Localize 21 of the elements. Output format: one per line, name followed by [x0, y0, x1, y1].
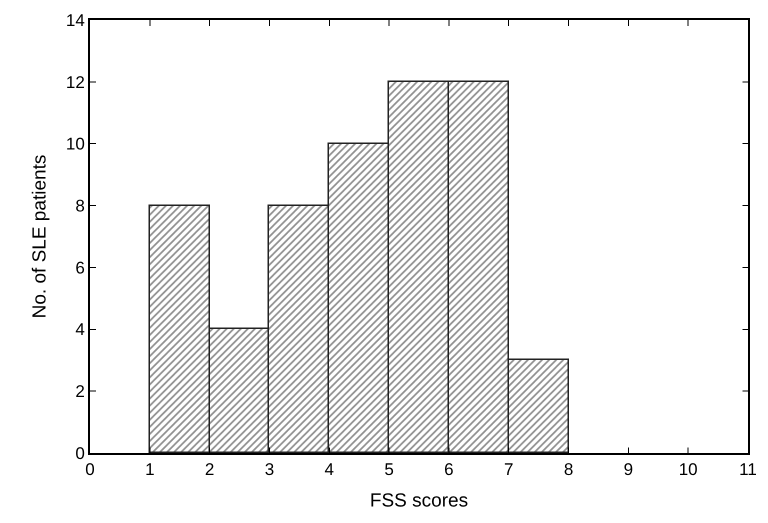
y-tick-label: 2	[75, 382, 85, 402]
y-tick-label: 14	[66, 10, 85, 30]
x-tick-label: 10	[678, 460, 698, 480]
x-tick-label: 9	[624, 460, 634, 480]
x-tick-label: 5	[384, 460, 394, 480]
x-tick-label: 7	[504, 460, 514, 480]
y-tick-label: 4	[75, 320, 85, 340]
y-tick-label: 8	[75, 196, 85, 216]
x-tick-label: 6	[444, 460, 454, 480]
x-tick-label: 2	[204, 460, 214, 480]
y-axis-title: No. of SLE patients	[29, 154, 50, 318]
y-tick-label: 12	[66, 72, 85, 92]
y-tick-label: 0	[75, 444, 85, 463]
x-tick-label: 1	[145, 460, 155, 480]
x-tick-label: 8	[564, 460, 574, 480]
x-tick-label: 3	[264, 460, 274, 480]
y-tick-label: 6	[75, 258, 85, 278]
y-tick-label: 10	[66, 134, 85, 154]
x-axis-title: FSS scores	[370, 490, 468, 512]
x-tick-label: 11	[739, 460, 757, 480]
x-tick-label: 4	[324, 460, 334, 480]
